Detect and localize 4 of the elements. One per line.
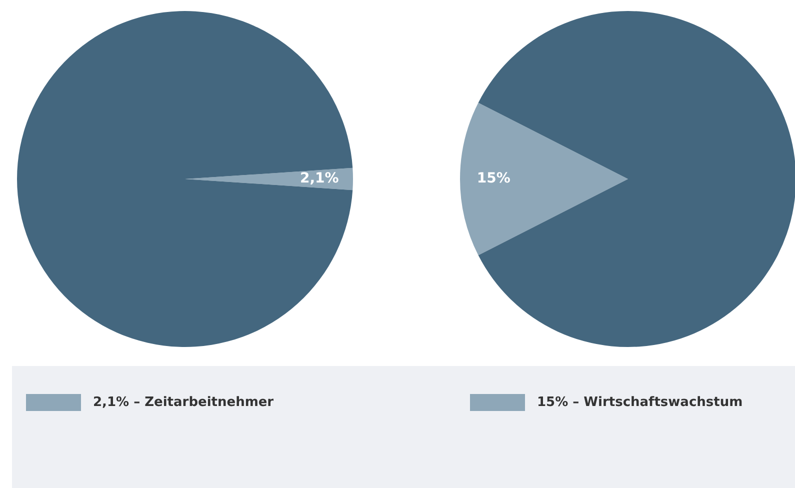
legend-label: 15% – Wirtschaftswachstum [537,395,743,410]
data-label: 2,1% [300,170,339,187]
legend-label: 2,1% – Zeitarbeitnehmer [93,395,274,410]
data-label: 15% [476,170,510,187]
